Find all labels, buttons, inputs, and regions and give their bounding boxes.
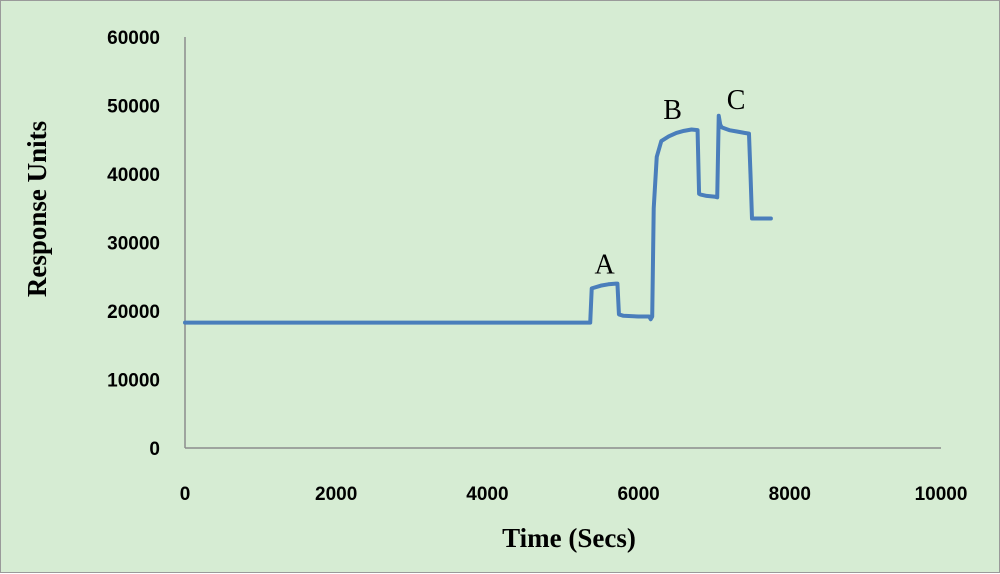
y-tick-labels: 0 10000 20000 30000 40000 50000 60000 — [107, 28, 160, 460]
x-tick-labels: 0 2000 4000 6000 8000 10000 — [180, 484, 968, 505]
x-tick-label: 8000 — [769, 484, 811, 505]
y-tick-label: 40000 — [107, 165, 160, 186]
annotation-label: B — [663, 95, 682, 126]
series-lines — [183, 113, 773, 325]
x-tick-label: 10000 — [915, 484, 968, 505]
annotations: A B C — [594, 85, 745, 280]
y-tick-label: 30000 — [107, 234, 160, 255]
x-tick-label: 0 — [180, 484, 191, 505]
annotation-label: A — [594, 249, 615, 280]
x-axis-title: Time (Secs) — [502, 523, 636, 553]
annotation-label: C — [727, 85, 746, 116]
y-tick-label: 0 — [149, 439, 160, 460]
y-axis-title: Response Units — [22, 121, 52, 297]
x-tick-label: 2000 — [315, 484, 357, 505]
x-tick-label: 4000 — [466, 484, 508, 505]
y-tick-label: 10000 — [107, 371, 160, 392]
y-tick-label: 20000 — [107, 302, 160, 323]
series-line — [183, 113, 773, 325]
y-tick-label: 50000 — [107, 97, 160, 118]
x-tick-label: 6000 — [617, 484, 659, 505]
y-tick-label: 60000 — [107, 28, 160, 49]
